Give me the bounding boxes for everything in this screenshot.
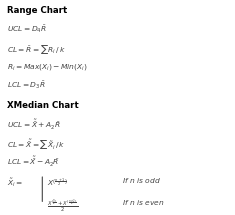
Text: $R_i = Max(X_i) - Min(X_i)$: $R_i = Max(X_i) - Min(X_i)$ (7, 62, 88, 72)
Text: $LCL = D_3\bar{R}$: $LCL = D_3\bar{R}$ (7, 80, 46, 91)
Text: $X^{(\frac{n+1}{2})}$: $X^{(\frac{n+1}{2})}$ (47, 176, 68, 189)
Text: $LCL = \tilde{\bar{X}} - A_2\bar{R}$: $LCL = \tilde{\bar{X}} - A_2\bar{R}$ (7, 155, 59, 169)
Text: If $n$ is odd: If $n$ is odd (122, 176, 161, 185)
Text: $\frac{X^{(\frac{n}{2})}+X^{(\frac{n+2}{2})}}{2}$: $\frac{X^{(\frac{n}{2})}+X^{(\frac{n+2}{… (47, 198, 78, 215)
Text: $\tilde{X}_i =$: $\tilde{X}_i =$ (7, 176, 23, 189)
Text: If $n$ is even: If $n$ is even (122, 198, 165, 207)
Text: $CL = \bar{R} = \sum R_i\,/\,k$: $CL = \bar{R} = \sum R_i\,/\,k$ (7, 43, 66, 56)
Text: $UCL = D_4\bar{R}$: $UCL = D_4\bar{R}$ (7, 24, 47, 35)
Text: $UCL = \tilde{\bar{X}} + A_2\bar{R}$: $UCL = \tilde{\bar{X}} + A_2\bar{R}$ (7, 118, 61, 132)
Text: XMedian Chart: XMedian Chart (7, 101, 79, 110)
Text: Range Chart: Range Chart (7, 6, 67, 15)
Text: $CL = \tilde{\bar{X}} = \sum \tilde{X}_i\,/\,k$: $CL = \tilde{\bar{X}} = \sum \tilde{X}_i… (7, 138, 66, 152)
